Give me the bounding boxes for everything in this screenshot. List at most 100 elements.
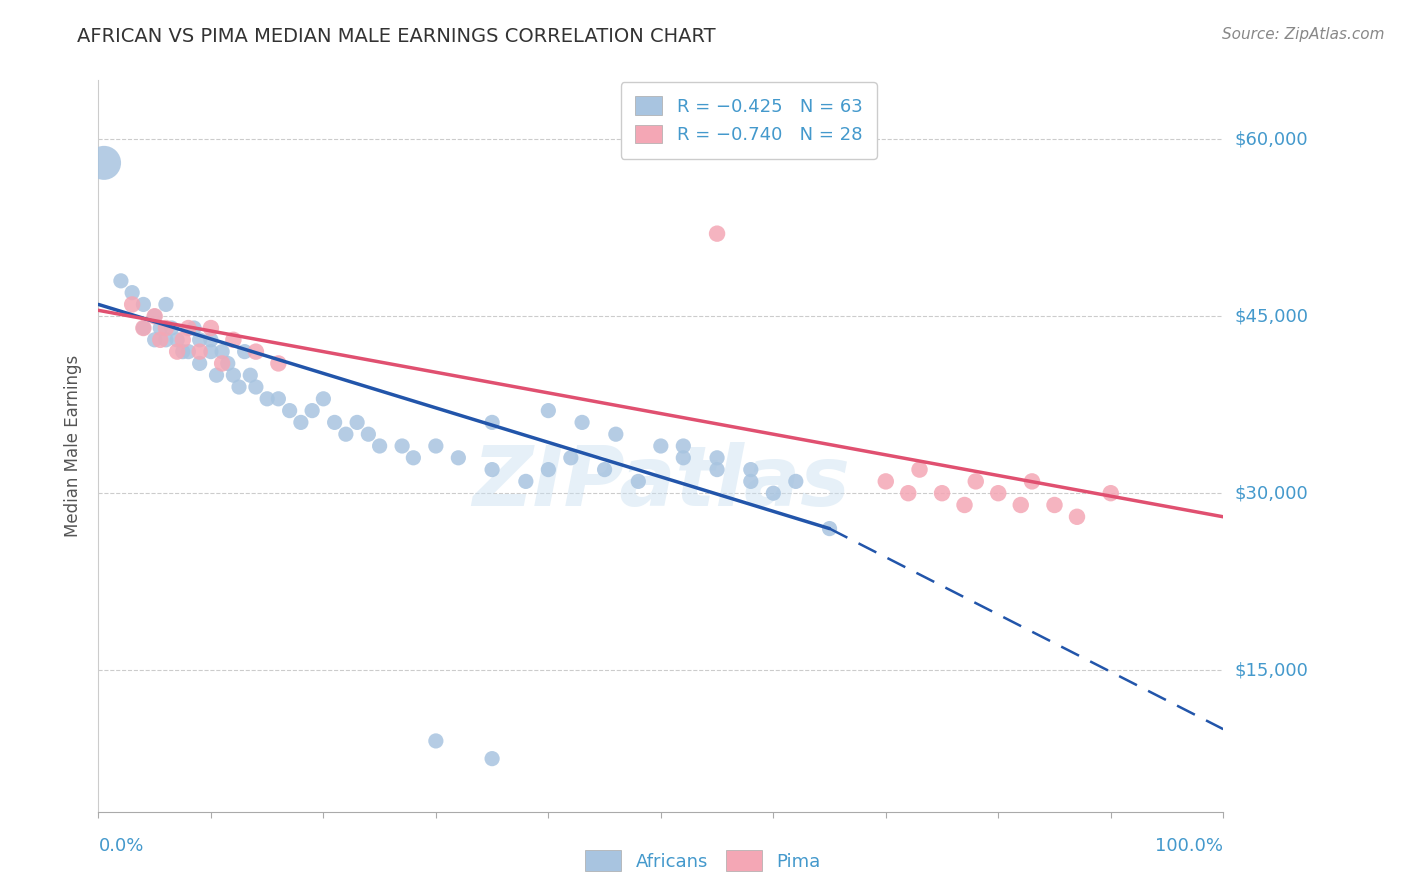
Point (931, 486, 953, 500)
Point (323, 416, 346, 430)
Point (706, 227, 728, 241)
Point (593, 462, 616, 476)
Point (740, 462, 762, 476)
Point (172, 333, 194, 347)
Point (672, 450, 695, 465)
Point (110, 274, 132, 288)
Point (537, 462, 560, 476)
Point (217, 356, 239, 370)
Point (155, 321, 177, 335)
Point (515, 475, 537, 489)
Point (1066, 509, 1088, 524)
Point (177, 344, 200, 359)
Point (908, 462, 931, 476)
Point (256, 392, 278, 406)
Point (200, 344, 222, 359)
Point (785, 475, 807, 489)
Point (706, 450, 728, 465)
Legend: Africans, Pima: Africans, Pima (578, 843, 828, 879)
Point (143, 310, 166, 324)
Point (672, 439, 695, 453)
Point (222, 333, 245, 347)
Point (177, 321, 200, 335)
Point (605, 427, 627, 442)
Text: AFRICAN VS PIMA MEDIAN MALE EARNINGS CORRELATION CHART: AFRICAN VS PIMA MEDIAN MALE EARNINGS COR… (77, 27, 716, 45)
Point (537, 403, 560, 417)
Point (987, 486, 1010, 500)
Point (357, 427, 380, 442)
Point (953, 498, 976, 512)
Point (481, 416, 503, 430)
Point (155, 297, 177, 311)
Point (143, 310, 166, 324)
Text: $60,000: $60,000 (1234, 130, 1308, 148)
Point (650, 439, 672, 453)
Point (425, 734, 447, 748)
Point (706, 462, 728, 476)
Point (1010, 498, 1032, 512)
Text: Source: ZipAtlas.com: Source: ZipAtlas.com (1222, 27, 1385, 42)
Point (335, 427, 357, 442)
Point (301, 403, 323, 417)
Legend: R = −0.425   N = 63, R = −0.740   N = 28: R = −0.425 N = 63, R = −0.740 N = 28 (620, 82, 877, 159)
Point (1099, 486, 1122, 500)
Point (160, 321, 183, 335)
Point (233, 344, 256, 359)
Point (188, 344, 211, 359)
Point (560, 450, 582, 465)
Point (481, 751, 503, 765)
Point (172, 344, 194, 359)
Point (290, 416, 312, 430)
Point (425, 439, 447, 453)
Point (762, 486, 785, 500)
Point (188, 333, 211, 347)
Point (875, 475, 897, 489)
Point (447, 450, 470, 465)
Point (211, 356, 233, 370)
Point (245, 344, 267, 359)
Point (239, 368, 262, 383)
Point (166, 333, 188, 347)
Point (132, 321, 155, 335)
Point (222, 368, 245, 383)
Point (121, 297, 143, 311)
Point (627, 475, 650, 489)
Text: $30,000: $30,000 (1234, 484, 1308, 502)
Point (149, 321, 172, 335)
Point (402, 450, 425, 465)
Text: $45,000: $45,000 (1234, 307, 1309, 326)
Point (149, 333, 172, 347)
Point (267, 392, 290, 406)
Point (267, 356, 290, 370)
Point (132, 297, 155, 311)
Point (740, 475, 762, 489)
Point (132, 321, 155, 335)
Point (481, 462, 503, 476)
Point (391, 439, 413, 453)
Point (228, 380, 250, 394)
Text: 100.0%: 100.0% (1156, 837, 1223, 855)
Point (188, 356, 211, 370)
Point (571, 416, 593, 430)
Point (211, 344, 233, 359)
Point (245, 380, 267, 394)
Text: ZIPatlas: ZIPatlas (472, 442, 849, 523)
Point (278, 403, 301, 417)
Point (166, 344, 188, 359)
Point (155, 333, 177, 347)
Point (200, 333, 222, 347)
Point (1021, 475, 1043, 489)
Point (965, 475, 987, 489)
Point (312, 392, 335, 406)
Point (200, 321, 222, 335)
Point (368, 439, 391, 453)
Point (183, 321, 205, 335)
Y-axis label: Median Male Earnings: Median Male Earnings (65, 355, 83, 537)
Text: 0.0%: 0.0% (98, 837, 143, 855)
Text: $15,000: $15,000 (1234, 661, 1308, 679)
Point (897, 486, 920, 500)
Point (1043, 498, 1066, 512)
Point (346, 416, 368, 430)
Point (818, 522, 841, 536)
Point (143, 333, 166, 347)
